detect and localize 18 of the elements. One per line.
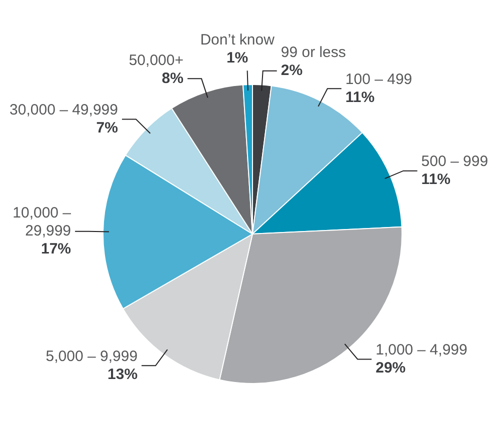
- slice-label: 100 – 499: [345, 70, 412, 88]
- data-label: 17%: [40, 240, 72, 258]
- data-label: 11%: [345, 88, 375, 106]
- slice-label: 5,000 – 9,999: [46, 348, 138, 365]
- slice-label: 30,000 – 49,999: [10, 101, 118, 118]
- slice-label: 500 – 999: [421, 152, 488, 170]
- data-label: 1%: [226, 50, 248, 67]
- data-label: 8%: [162, 70, 184, 87]
- data-label: 13%: [108, 366, 138, 383]
- slice-label: 50,000+: [128, 52, 184, 69]
- data-label: 29%: [376, 359, 406, 376]
- data-label: 7%: [96, 119, 118, 136]
- slice-label: 1,000 – 4,999: [376, 341, 468, 358]
- slice-label: 10,000 – 29,999: [12, 204, 72, 240]
- data-label: 11%: [421, 170, 451, 188]
- slice-label: 99 or less: [280, 44, 346, 61]
- slice-label: Don’t know: [200, 32, 275, 49]
- data-label: 2%: [280, 62, 303, 79]
